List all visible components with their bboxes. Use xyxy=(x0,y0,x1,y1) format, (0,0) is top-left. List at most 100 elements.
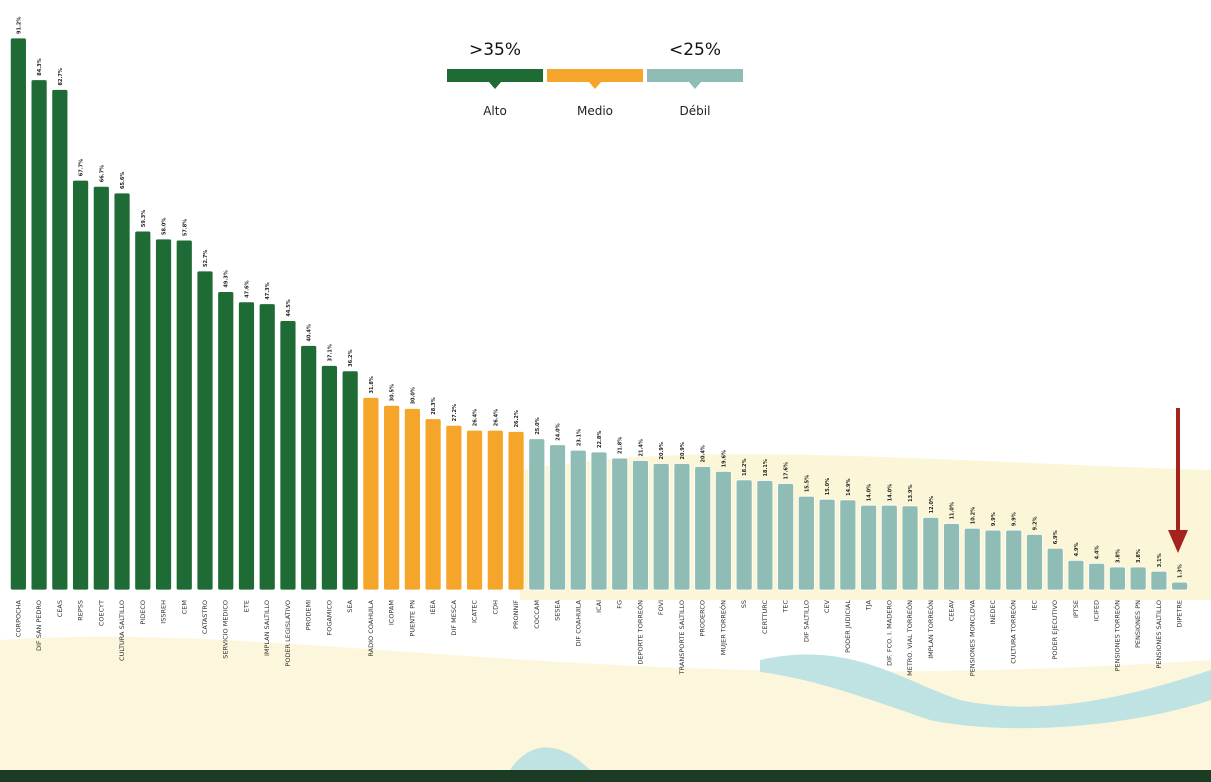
x-tick-label: PRONNIF xyxy=(512,600,520,629)
x-tick-label: DEPORTE TORREÓN xyxy=(635,600,644,665)
legend-swatch xyxy=(647,69,743,82)
value-label: 20.9% xyxy=(659,442,665,459)
value-label: 47.3% xyxy=(265,282,271,299)
bar xyxy=(985,530,1001,590)
x-tick-label: SS xyxy=(740,600,748,608)
value-label: 57.8% xyxy=(182,219,188,236)
x-tick-label: PUENTE PN xyxy=(408,600,416,637)
value-label: 13.9% xyxy=(908,485,914,502)
value-label: 6.9% xyxy=(1053,530,1059,544)
x-tick-label: PODER JUDICIAL xyxy=(844,600,852,653)
bar xyxy=(964,528,980,590)
bar xyxy=(156,239,172,590)
x-tick-label: IMPLAN SALTILLO xyxy=(263,600,271,656)
x-tick-label: CORPOCHA xyxy=(14,599,22,637)
x-tick-label: IEC xyxy=(1030,600,1038,611)
x-tick-label: PODER EJECUTIVO xyxy=(1051,600,1059,660)
bar xyxy=(923,517,939,590)
value-label: 65.6% xyxy=(120,172,126,189)
value-label: 20.9% xyxy=(680,442,686,459)
bar xyxy=(404,408,420,590)
x-tick-label: CATASTRO xyxy=(201,600,209,634)
value-label: 14.9% xyxy=(846,478,852,495)
value-label: 66.7% xyxy=(99,165,105,182)
value-label: 20.4% xyxy=(701,445,707,462)
bar xyxy=(10,38,26,590)
x-tick-label: PODER LEGISLATIVO xyxy=(284,600,292,667)
x-tick-label: ICATEC xyxy=(471,600,479,623)
x-tick-label: SEA xyxy=(346,599,354,612)
value-label: 26.4% xyxy=(493,409,499,426)
value-label: 40.4% xyxy=(307,324,313,341)
legend-pointer xyxy=(489,82,501,89)
x-tick-label: RADIO COAHUILA xyxy=(367,599,375,656)
value-label: 15.5% xyxy=(804,475,810,492)
legend: Alto>35%MedioDébil<25% xyxy=(447,40,743,118)
value-label: 9.9% xyxy=(991,512,997,526)
value-label: 3.1% xyxy=(1157,553,1163,567)
x-tick-label: TEC xyxy=(782,600,790,614)
value-label: 15.0% xyxy=(825,478,831,495)
x-tick-label: DIPETRE xyxy=(1176,600,1184,628)
x-tick-label: COCCAM xyxy=(533,600,541,629)
x-tick-label: ICAI xyxy=(595,600,603,613)
footer-bar xyxy=(0,770,1211,782)
x-tick-label: METRO. VIAL TORREÓN xyxy=(905,600,914,676)
x-tick-label: PRODERCO xyxy=(699,600,707,637)
legend-threshold: <25% xyxy=(669,40,721,60)
legend-pointer xyxy=(589,82,601,89)
chart: Alto>35%MedioDébil<25% 91.2%CORPOCHA84.3… xyxy=(0,0,1211,782)
x-tick-label: ETE xyxy=(242,600,250,612)
value-label: 91.2% xyxy=(16,17,22,34)
x-tick-label: ISSREH xyxy=(160,600,168,624)
bar xyxy=(632,460,648,590)
bar xyxy=(446,425,462,590)
x-tick-label: PRODEMI xyxy=(305,600,313,630)
value-label: 52.7% xyxy=(203,250,209,267)
value-label: 22.8% xyxy=(597,431,603,448)
bar xyxy=(840,500,856,590)
value-label: 1.3% xyxy=(1178,564,1184,578)
value-label: 27.2% xyxy=(452,404,458,421)
bar xyxy=(674,464,690,591)
value-label: 82.7% xyxy=(58,68,64,85)
bar xyxy=(280,321,296,590)
x-tick-label: IPTSE xyxy=(1072,600,1080,618)
x-tick-label: CDH xyxy=(491,600,499,615)
x-tick-label: DIF COAHUILA xyxy=(574,599,582,646)
value-label: 37.1% xyxy=(327,344,333,361)
bar xyxy=(259,304,275,590)
value-label: 26.2% xyxy=(514,410,520,427)
value-label: 18.1% xyxy=(763,459,769,476)
value-label: 4.9% xyxy=(1074,542,1080,556)
bar xyxy=(1172,582,1188,590)
bg-swirl xyxy=(0,637,1211,770)
bar xyxy=(861,505,877,590)
value-label: 14.0% xyxy=(867,484,873,501)
bar xyxy=(1151,571,1167,590)
x-tick-label: SESEA xyxy=(554,599,562,620)
bar xyxy=(73,180,89,590)
bar xyxy=(695,467,711,590)
value-label: 21.4% xyxy=(638,439,644,456)
x-tick-label: SERVICIO MEDICO xyxy=(222,600,230,659)
bar xyxy=(944,523,960,590)
value-label: 30.0% xyxy=(410,387,416,404)
value-label: 14.0% xyxy=(887,484,893,501)
value-label: 18.2% xyxy=(742,458,748,475)
x-tick-label: CERTTURC xyxy=(761,600,769,634)
bar xyxy=(1068,560,1084,590)
bar xyxy=(425,419,441,590)
bar xyxy=(881,505,897,590)
bar xyxy=(342,371,358,590)
bar xyxy=(114,193,130,590)
value-label: 30.5% xyxy=(390,384,396,401)
x-tick-label: TRANSPORTE SALTILLO xyxy=(678,600,686,675)
value-label: 3.8% xyxy=(1115,549,1121,563)
bar xyxy=(301,345,317,590)
bar xyxy=(197,271,213,590)
x-tick-label: DIF. FCO. I. MADERO xyxy=(885,600,893,666)
x-tick-label: REPSS xyxy=(77,600,85,621)
x-tick-label: FOGAMICO xyxy=(325,600,333,636)
x-tick-label: ICIFED xyxy=(1093,600,1101,621)
